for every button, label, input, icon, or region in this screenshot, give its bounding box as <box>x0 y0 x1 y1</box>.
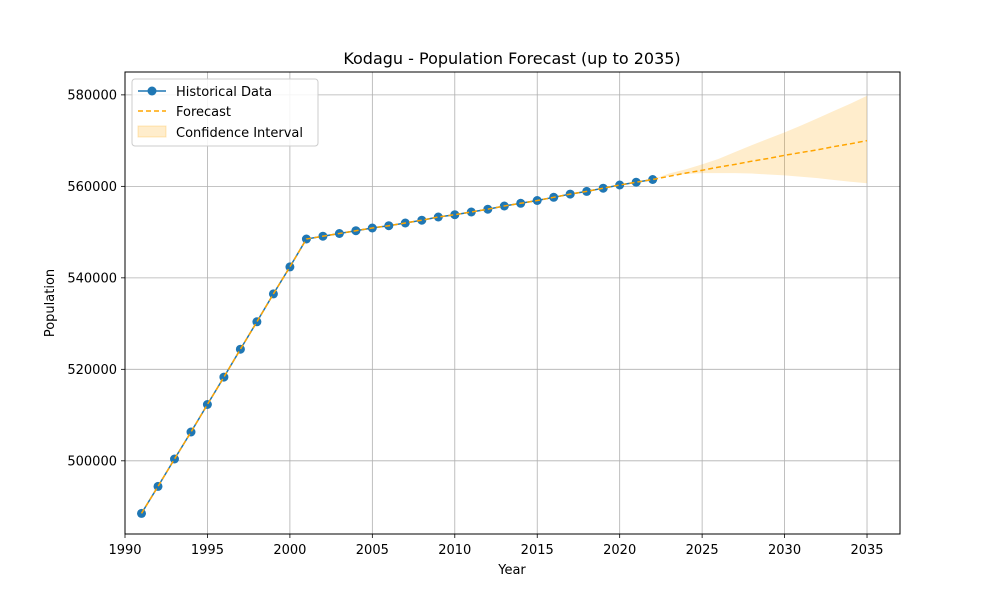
confidence-interval-band <box>652 95 867 184</box>
legend-box <box>131 78 319 147</box>
x-tick-label: 2035 <box>850 543 883 558</box>
y-tick-label: 500000 <box>67 454 117 469</box>
historical-point <box>417 215 427 225</box>
historical-point <box>252 317 262 327</box>
y-tick-label: 580000 <box>67 88 117 103</box>
historical-point <box>433 212 443 222</box>
historical-point <box>202 400 212 409</box>
x-tick-label: 1995 <box>191 543 224 558</box>
historical-point <box>483 204 493 214</box>
x-tick-label: 2010 <box>438 543 471 558</box>
x-tick-label: 2015 <box>521 543 554 558</box>
legend: Historical Data Forecast Confidence Inte… <box>131 78 319 147</box>
chart-title: Kodagu - Population Forecast (up to 2035… <box>343 49 680 68</box>
legend-historical-label: Historical Data <box>176 85 272 100</box>
historical-point <box>466 207 476 217</box>
x-tick-label: 2000 <box>273 543 306 558</box>
x-axis-ticks: 1990 1995 2000 2005 2010 2015 2020 2025 2030 2035 <box>108 534 884 558</box>
y-axis-label: Population <box>43 269 58 337</box>
x-tick-label: 2025 <box>686 543 719 558</box>
x-tick-label: 1990 <box>108 543 141 558</box>
confidence-band-layer <box>652 95 867 184</box>
historical-point <box>450 210 460 220</box>
forecast-layer <box>140 139 868 514</box>
historical-point <box>598 183 608 193</box>
historical-point <box>615 180 625 190</box>
legend-ci-swatch <box>137 125 167 138</box>
historical-point <box>285 262 295 272</box>
y-tick-label: 540000 <box>67 271 117 286</box>
legend-historical-marker <box>147 86 157 96</box>
y-axis-ticks: 500000 520000 540000 560000 580000 <box>67 88 125 469</box>
historical-point <box>170 454 179 464</box>
x-tick-label: 2030 <box>768 543 801 558</box>
x-axis-label: Year <box>497 563 526 578</box>
historical-point <box>631 177 641 187</box>
y-tick-label: 560000 <box>67 180 117 195</box>
grid-layer <box>124 72 900 534</box>
x-tick-label: 2005 <box>356 543 389 558</box>
historical-point <box>235 344 245 354</box>
plot-area-frame <box>124 71 901 535</box>
legend-ci-label: Confidence Interval <box>176 126 303 141</box>
x-tick-label: 2020 <box>603 543 636 558</box>
historical-point <box>186 427 196 437</box>
y-tick-label: 520000 <box>67 363 117 378</box>
forecast-line <box>140 139 868 514</box>
historical-point <box>648 175 658 184</box>
historical-point <box>153 481 163 491</box>
historical-point <box>219 372 229 382</box>
legend-forecast-label: Forecast <box>176 105 231 120</box>
